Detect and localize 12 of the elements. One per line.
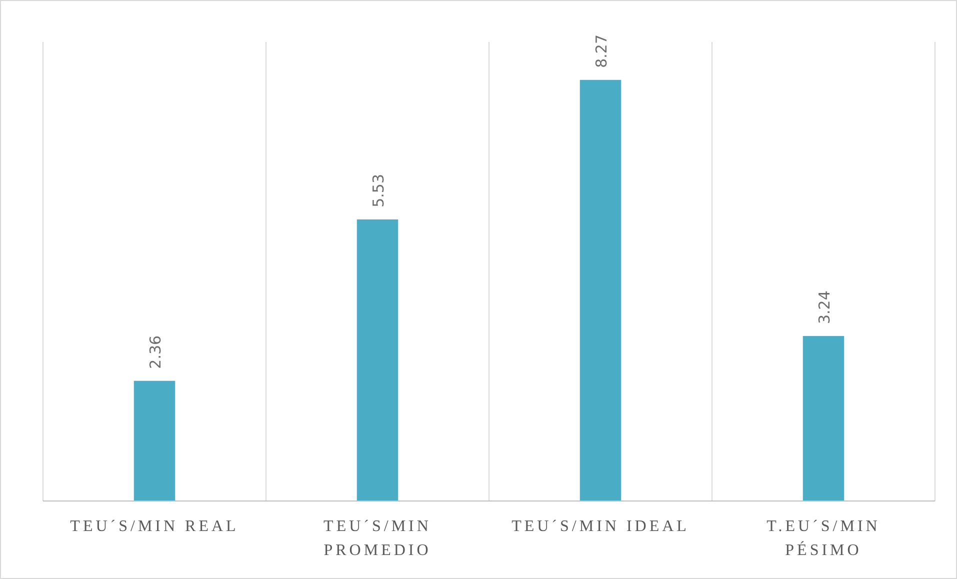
data-label: 2.36 <box>146 335 164 369</box>
x-tick-label: TEU´S/MIN PROMEDIO <box>324 518 432 559</box>
bar <box>356 219 398 501</box>
x-tick-label: T.EU´S/MIN PÉSIMO <box>766 518 880 559</box>
data-label: 8.27 <box>592 34 610 68</box>
bar <box>802 336 844 501</box>
bar <box>134 380 176 501</box>
x-tick-label: TEU´S/MIN REAL <box>70 518 239 535</box>
data-label: 5.53 <box>370 174 388 208</box>
data-label: 3.24 <box>816 290 834 324</box>
x-tick-label: TEU´S/MIN IDEAL <box>512 518 690 535</box>
bar <box>580 80 622 501</box>
